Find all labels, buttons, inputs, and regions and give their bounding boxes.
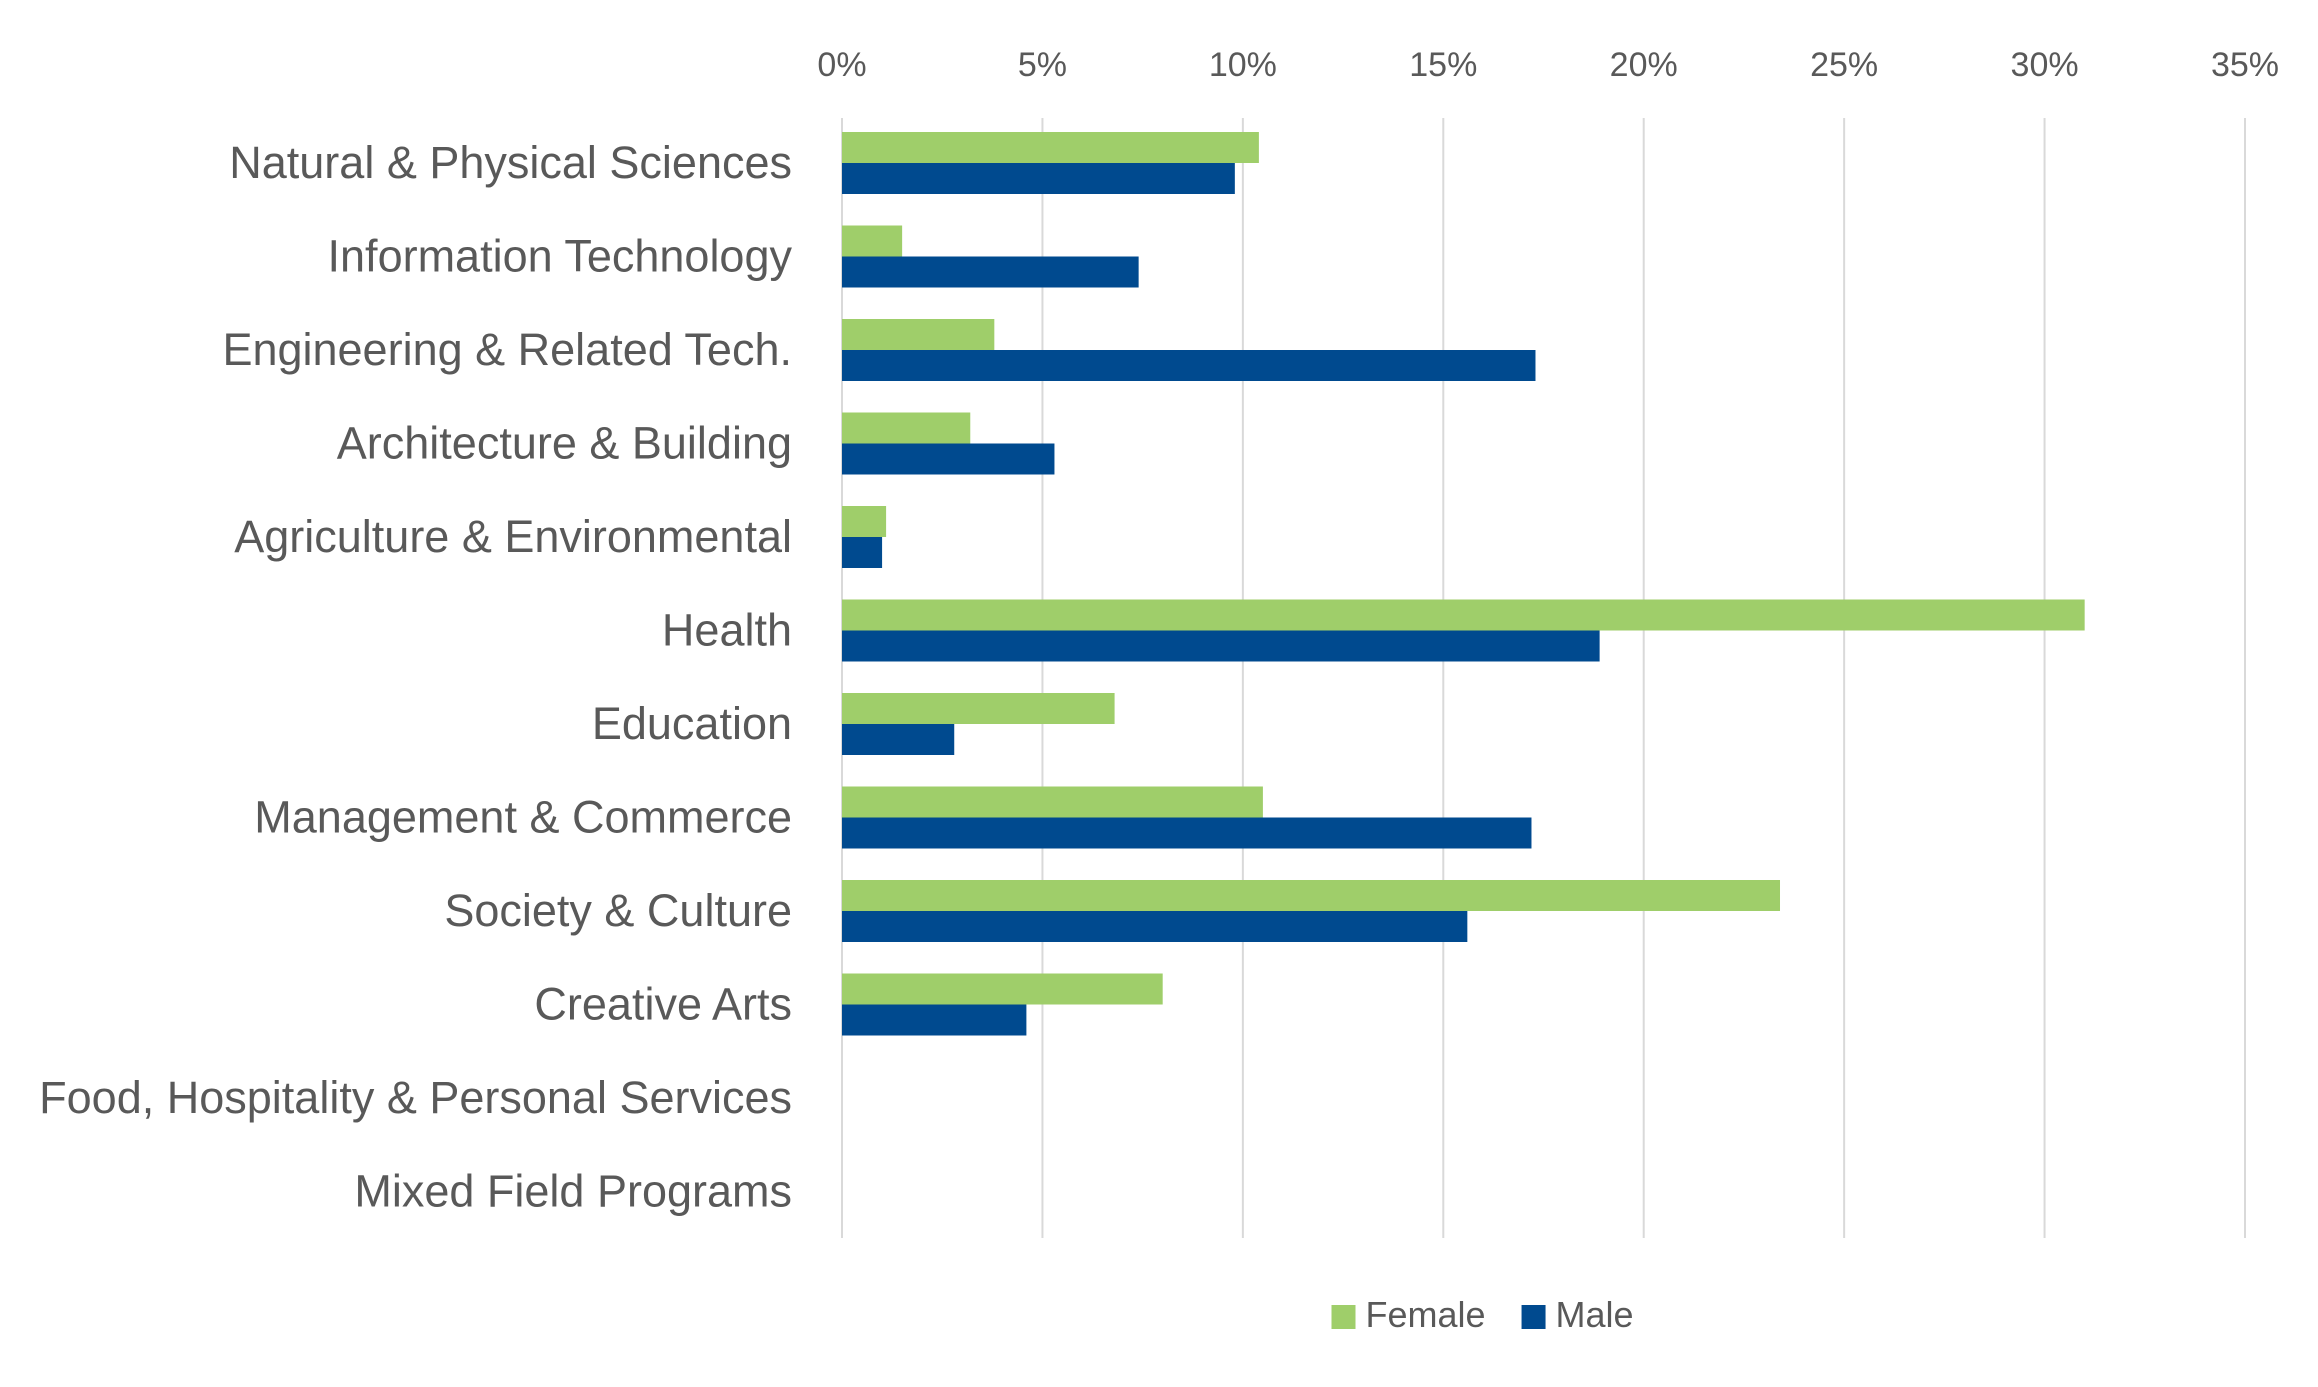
x-tick-label: 30% bbox=[2011, 46, 2079, 84]
gridlines bbox=[841, 118, 2246, 1238]
category-label: Agriculture & Environmental bbox=[234, 511, 792, 562]
category-label: Engineering & Related Tech. bbox=[222, 324, 792, 375]
bar-female-4 bbox=[842, 506, 887, 537]
bar-female-1 bbox=[842, 225, 903, 257]
legend-swatch-female bbox=[1331, 1305, 1356, 1329]
bar-female-7 bbox=[842, 786, 1263, 818]
bar-male-3 bbox=[842, 443, 1055, 475]
bar-female-2 bbox=[842, 319, 995, 350]
bar-male-0 bbox=[842, 163, 1235, 194]
x-tick-label: 35% bbox=[2211, 46, 2279, 84]
category-label: Health bbox=[662, 605, 792, 656]
legend-label-male: Male bbox=[1556, 1294, 1634, 1335]
bar-female-5 bbox=[842, 599, 2085, 631]
x-axis-ticks: 0% 5% 10% 15% 20% 25% 30% 35% bbox=[817, 46, 2279, 84]
bar-male-9 bbox=[842, 1004, 1027, 1036]
category-label: Education bbox=[592, 698, 792, 749]
category-label: Food, Hospitality & Personal Services bbox=[39, 1072, 792, 1123]
x-tick-label: 10% bbox=[1209, 46, 1277, 84]
legend-label-female: Female bbox=[1366, 1294, 1486, 1335]
bar-female-9 bbox=[842, 973, 1163, 1005]
bar-female-3 bbox=[842, 412, 971, 444]
bar-female-8 bbox=[842, 880, 1781, 911]
bar-male-7 bbox=[842, 817, 1532, 849]
bar-male-5 bbox=[842, 630, 1600, 662]
category-label: Society & Culture bbox=[444, 885, 792, 936]
legend: Female Male bbox=[1331, 1294, 1634, 1335]
category-label: Natural & Physical Sciences bbox=[229, 137, 792, 188]
bar-male-8 bbox=[842, 911, 1468, 942]
bar-male-2 bbox=[842, 350, 1536, 381]
category-label: Information Technology bbox=[328, 231, 793, 282]
bar-female-0 bbox=[842, 132, 1259, 163]
bars bbox=[842, 132, 2085, 1036]
x-tick-label: 25% bbox=[1810, 46, 1878, 84]
bar-male-6 bbox=[842, 724, 955, 755]
bar-male-4 bbox=[842, 537, 883, 568]
bar-female-6 bbox=[842, 693, 1115, 724]
x-tick-label: 15% bbox=[1409, 46, 1477, 84]
category-label: Management & Commerce bbox=[254, 792, 792, 843]
category-label: Mixed Field Programs bbox=[354, 1166, 792, 1217]
category-label: Architecture & Building bbox=[337, 418, 792, 469]
x-tick-label: 0% bbox=[817, 46, 866, 84]
legend-swatch-male bbox=[1521, 1305, 1546, 1329]
category-labels: Natural & Physical Sciences Information T… bbox=[39, 137, 792, 1217]
x-tick-label: 5% bbox=[1018, 46, 1067, 84]
category-label: Creative Arts bbox=[534, 979, 792, 1030]
bar-male-1 bbox=[842, 256, 1139, 288]
x-tick-label: 20% bbox=[1610, 46, 1678, 84]
